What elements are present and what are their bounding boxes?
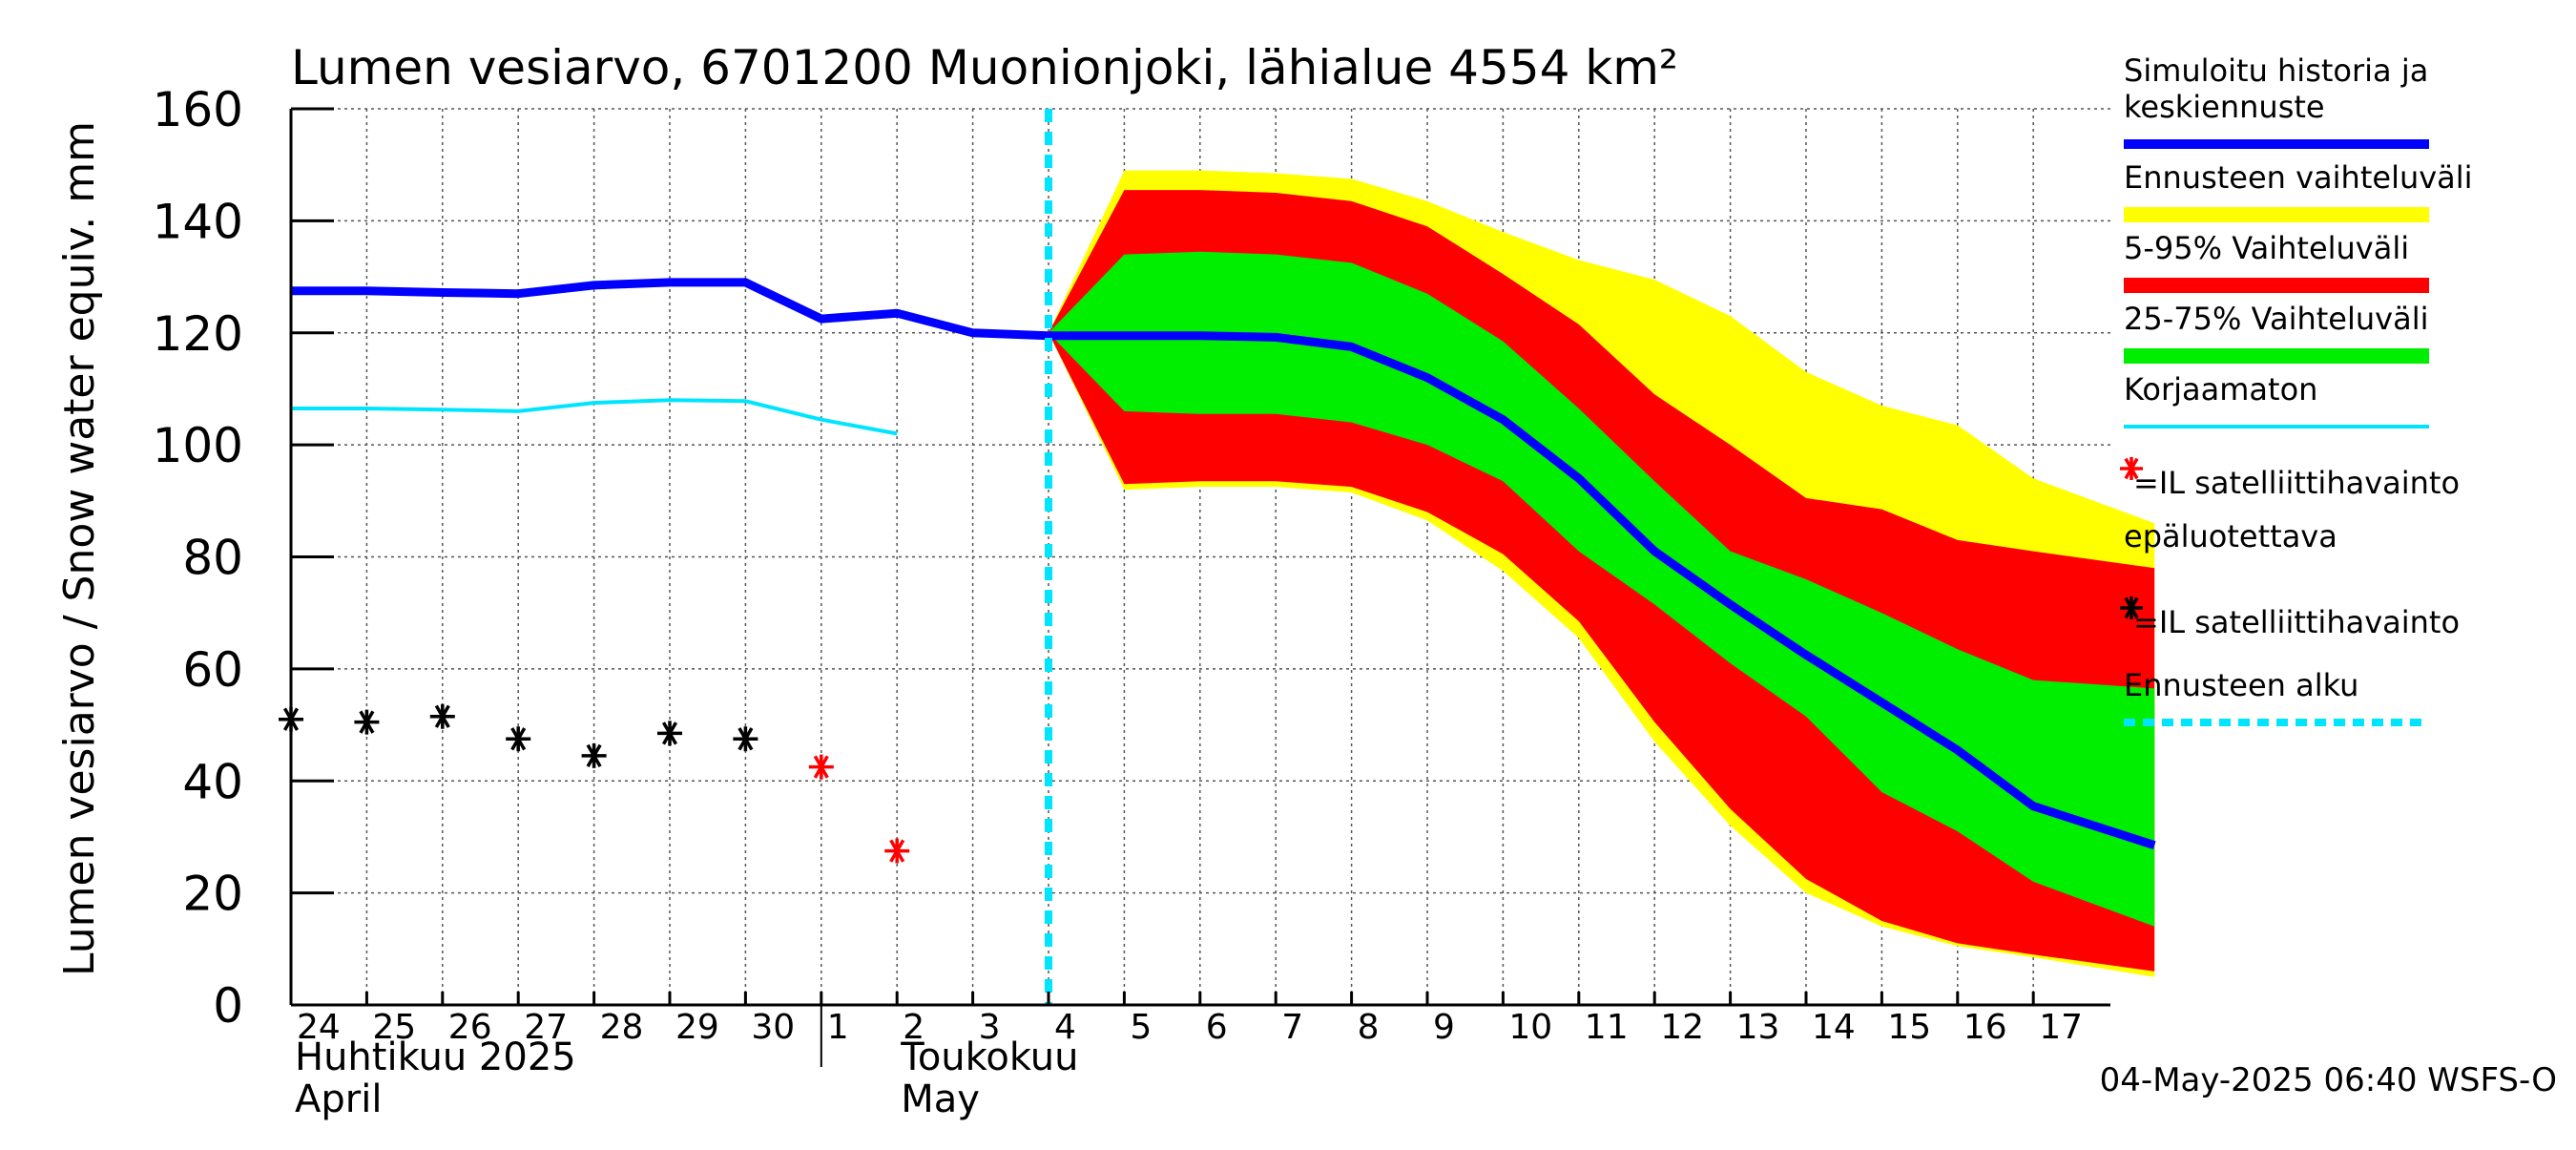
legend-label: epäluotettava [2124,518,2337,554]
x-tick-label: 2 [903,1008,924,1047]
observation-point [657,721,682,746]
y-tick-label: 120 [153,306,243,362]
chart-title: Lumen vesiarvo, 6701200 Muonionjoki, läh… [291,40,1678,95]
legend-label: Ennusteen alku [2124,667,2358,703]
legend-label: 25-75% Vaihteluväli [2124,301,2428,337]
legend-label: =IL satelliittihavainto [2133,465,2460,501]
x-tick-label: 6 [1206,1008,1228,1047]
y-tick-label: 140 [153,194,243,249]
legend-label: keskiennuste [2124,89,2325,125]
series-simuloitu [291,278,2156,849]
x-tick-label: 25 [372,1008,416,1047]
series-korjaamaton [291,398,898,436]
x-tick-label: 11 [1585,1008,1629,1047]
x-tick-label: 26 [448,1008,492,1047]
legend-label: Ennusteen vaihteluväli [2124,159,2473,196]
month-label-en: May [901,1077,980,1121]
band-25-75-vaihteluv-li [1049,251,2155,927]
observation-point [884,838,910,864]
month-label-fi: Huhtikuu 2025 [295,1035,576,1079]
x-tick-label: 12 [1660,1008,1704,1047]
x-tick-label: 4 [1054,1008,1076,1047]
x-tick-label: 14 [1812,1008,1856,1047]
x-tick-label: 1 [827,1008,849,1047]
forecast-bands [1049,170,2155,977]
y-tick-label: 40 [182,754,243,809]
x-tick-label: 10 [1508,1008,1552,1047]
month-label-fi: Toukokuu [900,1035,1078,1079]
x-tick-label: 3 [979,1008,1001,1047]
timestamp-footer: 04-May-2025 06:40 WSFS-O [2100,1061,2557,1099]
x-tick-label: 8 [1358,1008,1380,1047]
legend-label: Simuloitu historia ja [2124,52,2428,89]
legend-label: Korjaamaton [2124,371,2317,408]
legend-label: =IL satelliittihavainto [2133,604,2460,640]
x-tick-label: 30 [751,1008,795,1047]
observation-point [354,709,380,735]
y-tick-label: 60 [182,642,243,698]
legend-marker [2120,457,2143,480]
observation-point [733,726,758,752]
x-tick-label: 28 [600,1008,644,1047]
x-tick-label: 5 [1130,1008,1152,1047]
y-tick-label: 160 [153,82,243,137]
observation-point [506,726,531,752]
x-tick-label: 17 [2039,1008,2083,1047]
x-tick-label: 7 [1281,1008,1303,1047]
x-tick-label: 27 [524,1008,568,1047]
x-tick-label: 24 [297,1008,341,1047]
legend-label: 5-95% Vaihteluväli [2124,230,2409,266]
y-tick-label: 0 [213,978,243,1034]
x-tick-label: 16 [1963,1008,2007,1047]
y-tick-label: 20 [182,867,243,922]
y-axis-label: Lumen vesiarvo / Snow water equiv. mm [55,121,104,976]
observation-point [581,742,607,768]
observation-point [808,754,834,780]
y-tick-label: 100 [153,418,243,473]
x-tick-label: 13 [1736,1008,1780,1047]
month-label-en: April [295,1077,382,1121]
x-tick-label: 29 [675,1008,719,1047]
y-tick-label: 80 [182,531,243,586]
x-tick-label: 9 [1433,1008,1455,1047]
series-lines [291,109,2156,1005]
legend-marker [2120,596,2143,619]
x-tick-label: 15 [1887,1008,1931,1047]
observation-point [429,703,455,729]
